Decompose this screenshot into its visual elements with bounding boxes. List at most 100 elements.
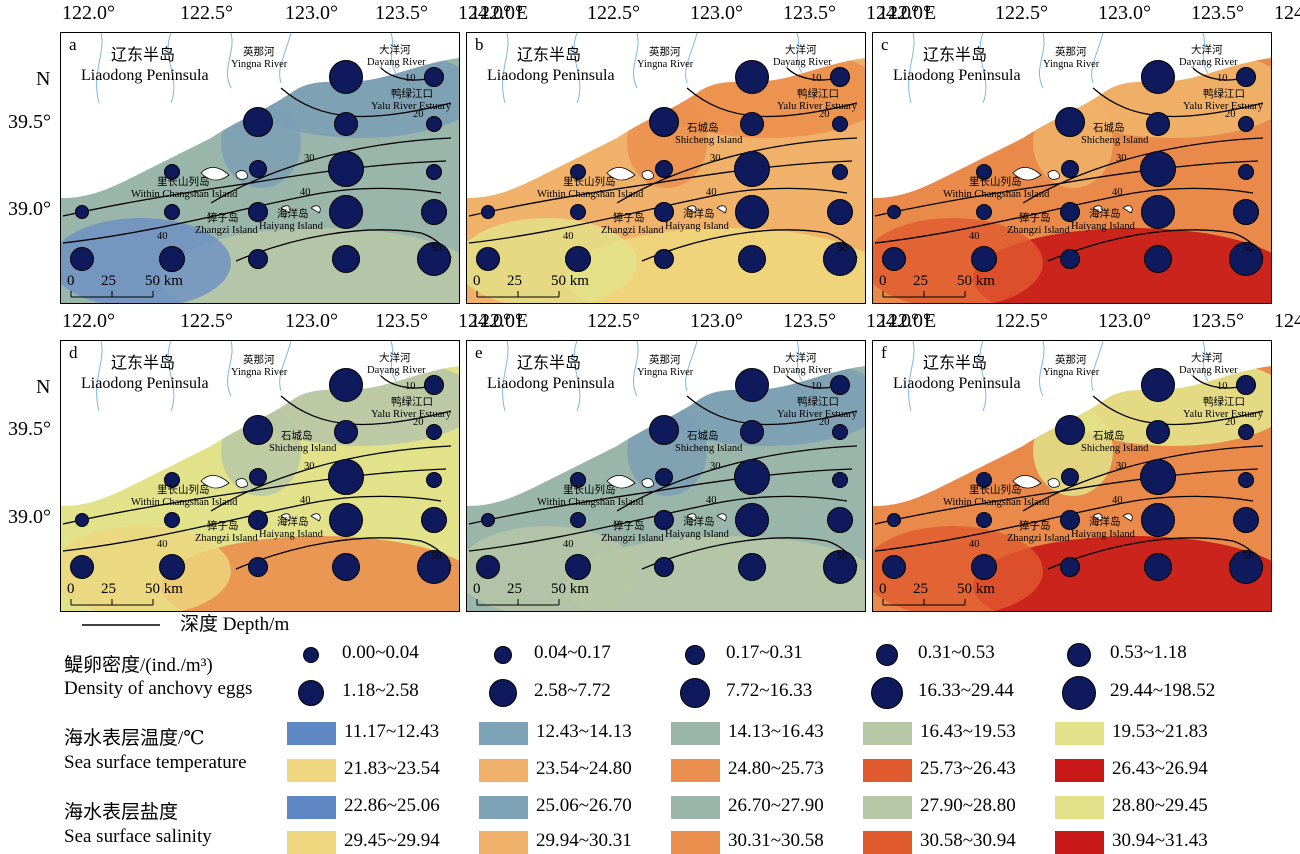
station-marker xyxy=(830,67,850,87)
station-marker xyxy=(243,107,273,137)
station-marker xyxy=(738,553,766,581)
yingna-cn-label: 英那河 xyxy=(243,355,275,366)
map-panel-d: d 辽东半岛 Liaodong Peninsula 英那河 Yingna River 大洋… xyxy=(60,340,460,612)
yingna-en-label: Yingna River xyxy=(637,367,694,378)
temp-title-en: Sea surface temperature xyxy=(64,752,247,773)
temp_classes-label: 26.43~26.94 xyxy=(1112,758,1208,779)
density-symbol xyxy=(876,644,898,666)
density-symbol xyxy=(680,678,710,708)
station-marker xyxy=(1060,202,1080,222)
yalu-cn-label: 鸭绿江口 xyxy=(391,89,433,100)
sal_classes-label: 30.58~30.94 xyxy=(920,830,1016,851)
color-swatch xyxy=(671,759,720,782)
yingna-en-label: Yingna River xyxy=(1043,367,1100,378)
zhangzi-en-label: Zhangzi Island xyxy=(1007,225,1070,236)
density-symbol xyxy=(494,646,512,664)
peninsula-cn-label: 辽东半岛 xyxy=(111,47,176,64)
density-class-label: 0.04~0.17 xyxy=(534,642,611,663)
longitude-label: 122.0° xyxy=(62,2,115,24)
shicheng-cn-label: 石城岛 xyxy=(1093,431,1125,442)
changshan-en-label: Within Changshan Island xyxy=(943,497,1050,508)
station-marker xyxy=(570,472,586,488)
salinity-title-en: Sea surface salinity xyxy=(64,826,212,847)
contour-label-20: 20 xyxy=(413,109,424,120)
haiyang-en-label: Haiyang Island xyxy=(665,529,729,540)
zhangzi-cn-label: 獐子岛 xyxy=(207,213,239,224)
contour-label-50: 50 xyxy=(1243,551,1254,562)
longitude-label: 123.0° xyxy=(285,2,338,24)
haiyang-en-label: Haiyang Island xyxy=(1071,221,1135,232)
station-marker xyxy=(329,368,363,402)
yingna-cn-label: 英那河 xyxy=(1055,355,1087,366)
contour-label-30: 30 xyxy=(710,461,721,472)
shicheng-cn-label: 石城岛 xyxy=(281,431,313,442)
station-marker xyxy=(1055,107,1085,137)
longitude-label: 123.5° xyxy=(783,2,836,24)
longitude-label: 123.5° xyxy=(1191,310,1244,332)
station-marker xyxy=(421,199,447,225)
peninsula-cn-label: 辽东半岛 xyxy=(923,355,988,372)
shicheng-en-label: Shicheng Island xyxy=(269,443,337,454)
contour-label-50: 50 xyxy=(1243,243,1254,254)
scale-25: 25 xyxy=(913,581,928,597)
temp_classes-label: 19.53~21.83 xyxy=(1112,721,1208,742)
color-swatch xyxy=(1055,759,1104,782)
panel-letter: c xyxy=(881,35,889,54)
station-marker xyxy=(887,513,901,527)
zhangzi-en-label: Zhangzi Island xyxy=(601,225,664,236)
temp_classes-label: 12.43~14.13 xyxy=(536,721,632,742)
contour-label-40: 40 xyxy=(706,495,717,506)
scale-50: 50 km xyxy=(145,581,183,597)
station-marker xyxy=(249,468,267,486)
zhangzi-cn-label: 獐子岛 xyxy=(613,521,645,532)
zhangzi-en-label: Zhangzi Island xyxy=(601,533,664,544)
station-marker xyxy=(1238,164,1254,180)
sal_classes-label: 30.94~31.43 xyxy=(1112,830,1208,851)
station-marker xyxy=(329,195,363,229)
panel-letter: b xyxy=(475,35,484,54)
yingna-cn-label: 英那河 xyxy=(243,47,275,58)
yingna-en-label: Yingna River xyxy=(231,59,288,70)
station-marker xyxy=(735,503,769,537)
contour-label-20: 20 xyxy=(819,109,830,120)
station-marker xyxy=(249,160,267,178)
density-class-label: 1.18~2.58 xyxy=(342,680,419,701)
sal_classes-label: 22.86~25.06 xyxy=(344,795,440,816)
yalu-en-label: Yalu River Estuary xyxy=(371,409,452,420)
color-swatch xyxy=(863,759,912,782)
sal_classes-label: 29.45~29.94 xyxy=(344,830,440,851)
station-marker xyxy=(827,507,853,533)
scale-50: 50 km xyxy=(145,273,183,289)
station-marker xyxy=(334,420,358,444)
density-symbol xyxy=(489,679,517,707)
station-marker xyxy=(70,247,94,271)
density-class-label: 0.31~0.53 xyxy=(918,642,995,663)
changshan-en-label: Within Changshan Island xyxy=(131,497,238,508)
station-marker xyxy=(734,151,770,187)
station-marker xyxy=(332,245,360,273)
station-marker xyxy=(476,555,500,579)
haiyang-cn-label: 海洋岛 xyxy=(683,517,715,528)
depth-line-symbol xyxy=(82,624,160,626)
station-marker xyxy=(329,503,363,537)
haiyang-cn-label: 海洋岛 xyxy=(1089,517,1121,528)
shicheng-cn-label: 石城岛 xyxy=(1093,123,1125,134)
shicheng-cn-label: 石城岛 xyxy=(687,431,719,442)
map-panel-f: f 辽东半岛 Liaodong Peninsula 英那河 Yingna River 大洋… xyxy=(872,340,1272,612)
station-marker xyxy=(735,195,769,229)
longitude-label: 122.5° xyxy=(587,310,640,332)
scale-25: 25 xyxy=(507,581,522,597)
contour-label-40: 40 xyxy=(300,187,311,198)
sal_classes-label: 28.80~29.45 xyxy=(1112,795,1208,816)
contour-label-40b: 40 xyxy=(969,231,980,242)
contour-label-40b: 40 xyxy=(969,539,980,550)
station-marker xyxy=(426,424,442,440)
station-marker xyxy=(417,550,451,584)
panel-letter: d xyxy=(69,343,78,362)
contour-label-40b: 40 xyxy=(563,539,574,550)
haiyang-en-label: Haiyang Island xyxy=(259,529,323,540)
density-class-label: 2.58~7.72 xyxy=(534,680,611,701)
station-marker xyxy=(332,553,360,581)
contour-label-30: 30 xyxy=(1116,153,1127,164)
contour-label-40: 40 xyxy=(1112,495,1123,506)
